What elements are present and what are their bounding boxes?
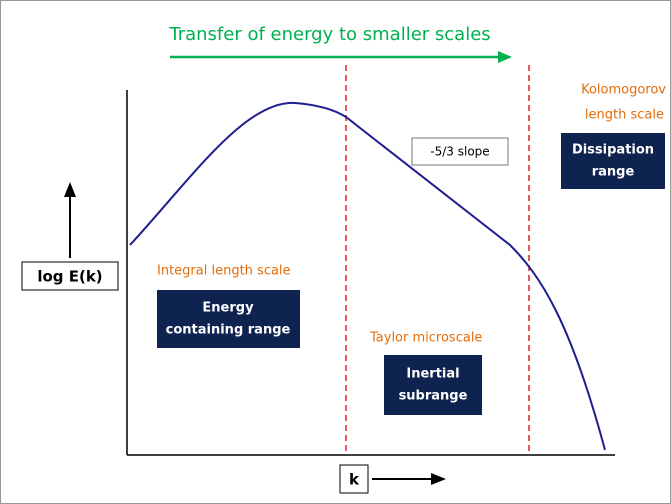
range-label: Energy [202, 301, 254, 316]
y-label: log E(k) [37, 268, 102, 286]
slope-box [411, 137, 509, 166]
scale-label: length scale [585, 108, 664, 123]
range-box [157, 290, 300, 348]
y-arrow-head [64, 182, 76, 197]
x-label-box [339, 464, 369, 494]
range-label: Dissipation [572, 143, 654, 158]
range-box [561, 133, 665, 189]
range-label: containing range [166, 323, 291, 338]
scale-label: Integral length scale [157, 264, 291, 279]
energy-arrow-head [498, 51, 512, 63]
slope-label: -5/3 slope [430, 145, 489, 159]
range-label: Inertial [406, 367, 459, 382]
range-label: range [592, 165, 635, 180]
title: Transfer of energy to smaller scales [168, 24, 490, 45]
x-arrow-head [431, 473, 446, 485]
x-label: k [349, 471, 360, 489]
y-label-box [21, 261, 119, 291]
spectrum-curve [129, 101, 606, 451]
range-label: subrange [399, 389, 468, 404]
scale-label: Taylor microscale [369, 331, 482, 346]
range-box [384, 355, 482, 415]
scale-label: Kolomogorov [581, 83, 666, 98]
